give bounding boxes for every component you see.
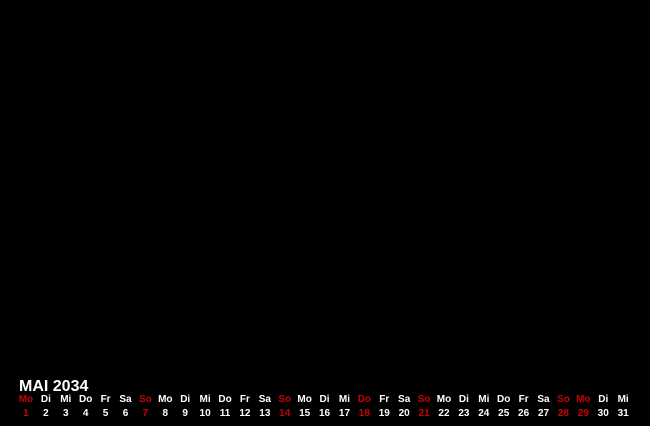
weekday-label: Mo bbox=[576, 394, 591, 405]
date-number: 31 bbox=[617, 408, 629, 419]
date-number: 19 bbox=[378, 408, 390, 419]
day-column: Mo 8 bbox=[155, 394, 175, 420]
date-number: 20 bbox=[398, 408, 410, 419]
date-number: 3 bbox=[62, 408, 69, 419]
weekday-label: Mi bbox=[199, 394, 211, 405]
weekday-label: Fr bbox=[239, 394, 250, 405]
weekday-label: Mo bbox=[297, 394, 312, 405]
weekday-label: Fr bbox=[379, 394, 390, 405]
day-column: Mo 22 bbox=[434, 394, 454, 420]
weekday-label: Do bbox=[357, 394, 372, 405]
weekday-label: Sa bbox=[119, 394, 132, 405]
date-number: 15 bbox=[299, 408, 311, 419]
weekday-label: So bbox=[417, 394, 431, 405]
calendar-month-title: MAI 2034 bbox=[19, 378, 89, 395]
day-column: Fr 19 bbox=[374, 394, 394, 420]
date-number: 26 bbox=[518, 408, 530, 419]
day-column: Fr 26 bbox=[514, 394, 534, 420]
day-column: Di 16 bbox=[315, 394, 335, 420]
day-column: Mi 17 bbox=[335, 394, 355, 420]
date-number: 1 bbox=[23, 408, 29, 419]
day-column: Mi 31 bbox=[613, 394, 633, 420]
day-column: Do 11 bbox=[215, 394, 235, 420]
day-column: Mi 3 bbox=[56, 394, 76, 420]
weekday-label: Di bbox=[598, 394, 609, 405]
day-column: So 7 bbox=[135, 394, 155, 420]
day-column: Fr 5 bbox=[96, 394, 116, 420]
date-number: 25 bbox=[498, 408, 510, 419]
day-column: Mo 15 bbox=[295, 394, 315, 420]
date-number: 11 bbox=[219, 408, 231, 419]
weekday-label: Mi bbox=[60, 394, 72, 405]
weekday-label: So bbox=[278, 394, 292, 405]
weekday-label: So bbox=[557, 394, 570, 405]
date-number: 8 bbox=[162, 408, 169, 419]
day-column: Di 9 bbox=[175, 394, 195, 420]
date-number: 9 bbox=[182, 408, 188, 419]
date-number: 21 bbox=[418, 408, 430, 419]
weekday-label: Mi bbox=[478, 394, 490, 405]
weekday-label: Mo bbox=[158, 394, 173, 405]
day-column: Mo 1 bbox=[16, 394, 36, 420]
day-column: Do 25 bbox=[494, 394, 514, 420]
date-number: 23 bbox=[458, 408, 470, 419]
weekday-label: Di bbox=[458, 394, 469, 405]
date-number: 17 bbox=[338, 408, 351, 419]
weekday-label: Fr bbox=[518, 394, 529, 405]
date-number: 22 bbox=[438, 408, 450, 419]
date-number: 4 bbox=[82, 408, 89, 419]
day-column: Do 4 bbox=[76, 394, 96, 420]
day-column: Fr 12 bbox=[235, 394, 255, 420]
date-number: 24 bbox=[478, 408, 490, 419]
day-column: Di 2 bbox=[36, 394, 56, 420]
weekday-label: Mi bbox=[617, 394, 629, 405]
date-number: 6 bbox=[122, 408, 129, 419]
weekday-label: Sa bbox=[258, 394, 271, 405]
date-number: 29 bbox=[577, 408, 589, 419]
weekday-label: Sa bbox=[398, 394, 411, 405]
weekday-label: Di bbox=[40, 394, 51, 405]
weekday-label: Di bbox=[180, 394, 191, 405]
weekday-label: Mi bbox=[338, 394, 350, 405]
date-number: 30 bbox=[597, 408, 609, 419]
day-column: Sa 13 bbox=[255, 394, 275, 420]
day-column: Mi 24 bbox=[474, 394, 494, 420]
days-row: Mo 1 Di 2 Mi 3 Do 4 Fr 5 Sa 6 So 7 Mo 8 Di 9 Mi 10 Do 11 Fr 12 S… bbox=[16, 394, 633, 420]
date-number: 2 bbox=[43, 408, 49, 419]
day-column: Sa 27 bbox=[534, 394, 554, 420]
date-number: 10 bbox=[199, 408, 211, 419]
date-number: 18 bbox=[358, 408, 370, 419]
weekday-label: Fr bbox=[100, 394, 111, 405]
day-column: Di 23 bbox=[454, 394, 474, 420]
day-column: Mi 10 bbox=[195, 394, 215, 420]
date-number: 28 bbox=[557, 408, 569, 419]
weekday-label: So bbox=[139, 394, 152, 405]
weekday-label: Do bbox=[79, 394, 93, 405]
day-column: Do 18 bbox=[354, 394, 374, 420]
date-number: 14 bbox=[279, 408, 291, 419]
day-column: Sa 20 bbox=[394, 394, 414, 420]
weekday-label: Do bbox=[497, 394, 511, 405]
weekday-label: Do bbox=[218, 394, 232, 405]
date-number: 16 bbox=[318, 408, 331, 419]
day-column: So 28 bbox=[553, 394, 573, 420]
day-column: So 21 bbox=[414, 394, 434, 420]
date-number: 12 bbox=[239, 408, 251, 419]
day-column: So 14 bbox=[275, 394, 295, 420]
weekday-label: Sa bbox=[537, 394, 550, 405]
date-number: 13 bbox=[259, 408, 271, 419]
day-column: Mo 29 bbox=[573, 394, 593, 420]
weekday-label: Mo bbox=[436, 394, 452, 405]
date-number: 27 bbox=[537, 408, 550, 419]
date-number: 7 bbox=[142, 408, 149, 419]
day-column: Sa 6 bbox=[116, 394, 136, 420]
weekday-label: Mo bbox=[18, 394, 34, 405]
weekday-label: Di bbox=[319, 394, 330, 405]
date-number: 5 bbox=[102, 408, 109, 419]
day-column: Di 30 bbox=[593, 394, 613, 420]
